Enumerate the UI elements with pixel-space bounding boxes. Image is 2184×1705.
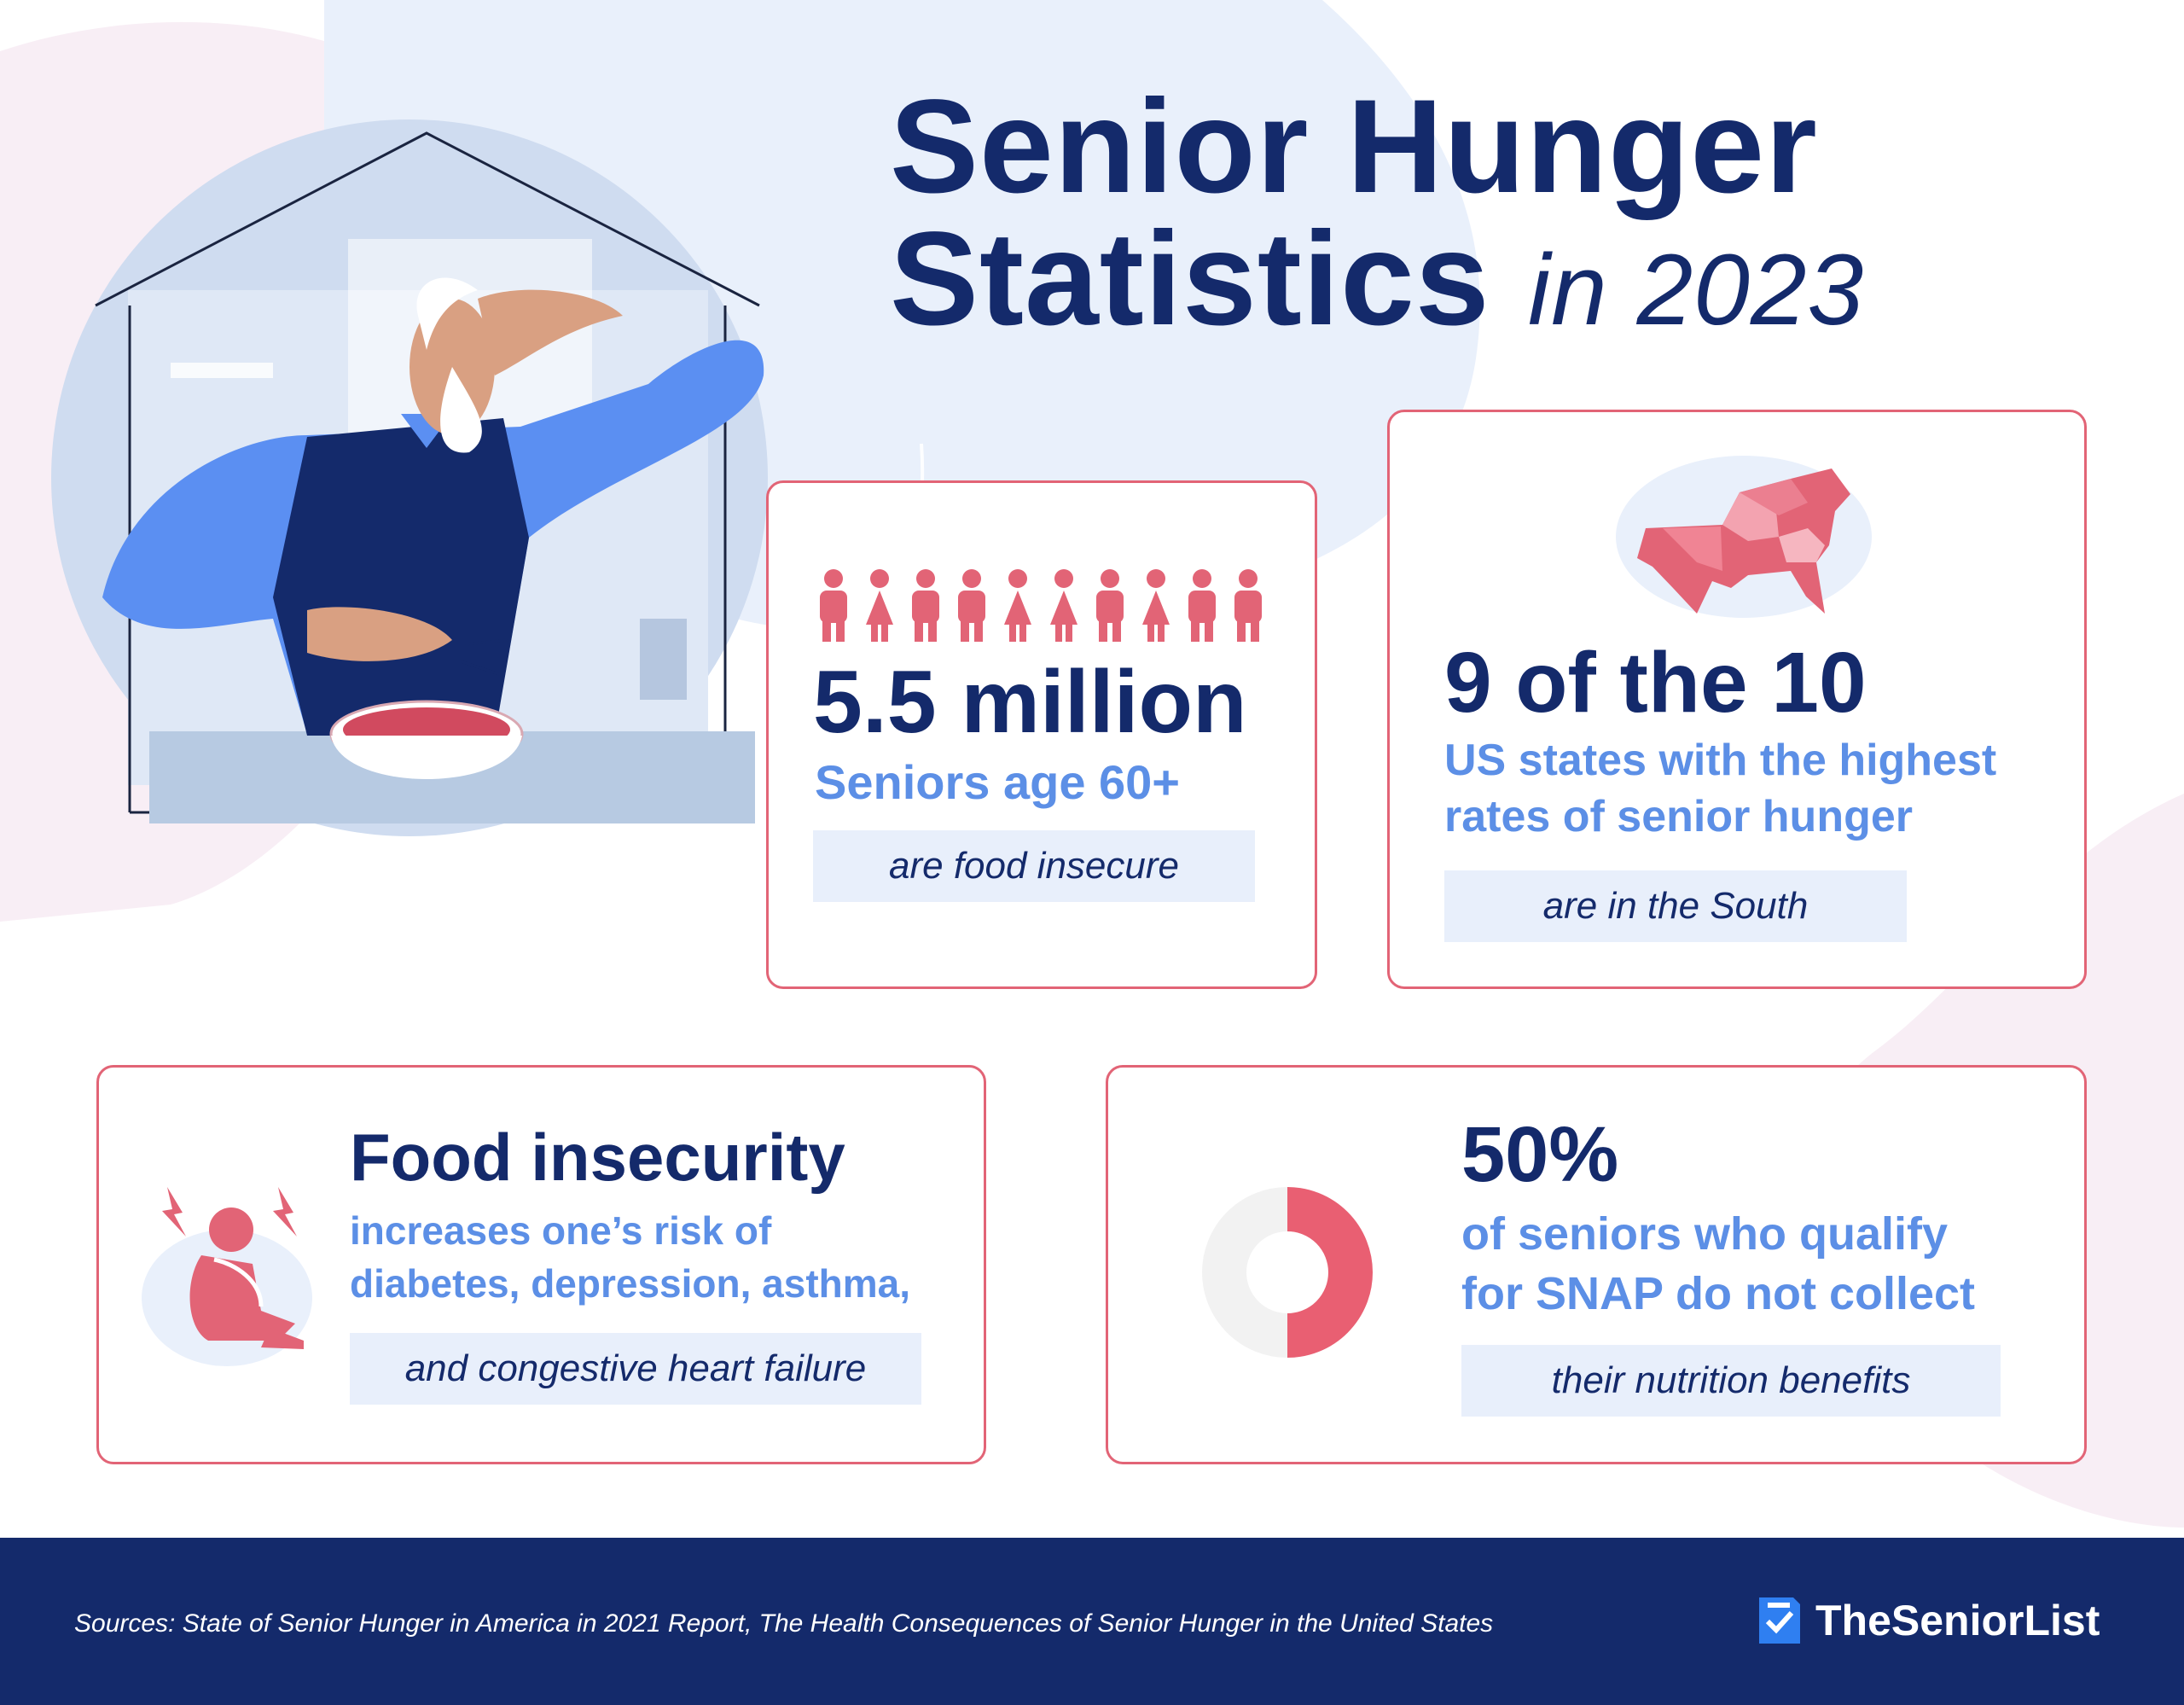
title-line-2: Statistics	[890, 205, 1490, 353]
brand-logo-icon	[1759, 1597, 1800, 1644]
title-line-1: Senior Hunger	[890, 73, 1818, 221]
distressed-person-icon	[142, 1187, 312, 1366]
half-donut-icon	[1202, 1187, 1373, 1358]
stat-subline-2: rates of senior hunger	[1444, 792, 1913, 841]
stat-card-food-insecure: 5.5 million Seniors age 60+ are food ins…	[766, 480, 1317, 989]
people-icon	[820, 569, 1262, 642]
title-year: in 2023	[1527, 234, 1865, 346]
senior-man-illustration	[51, 119, 768, 836]
stat-subline-1: US states with the highest	[1444, 736, 1997, 785]
stat-pill: and congestive heart failure	[350, 1333, 921, 1405]
stat-card-south-states: 9 of the 10 US states with the highest r…	[1387, 410, 2087, 989]
stat-headline: 5.5 million	[813, 653, 1247, 752]
stat-pill: are food insecure	[813, 830, 1255, 902]
stat-pill: are in the South	[1444, 870, 1907, 942]
stat-subline: Seniors age 60+	[815, 755, 1181, 809]
page-title: Senior Hunger Statistics in 2023	[890, 73, 1865, 357]
stat-subline-1: of seniors who qualify	[1461, 1208, 1949, 1260]
brand-name[interactable]: TheSeniorList	[1815, 1597, 2100, 1644]
stat-headline: 50%	[1461, 1111, 1619, 1198]
stat-card-health-risk: Food insecurity increases one’s risk of …	[96, 1065, 986, 1464]
footer	[0, 1538, 2184, 1705]
stat-headline: Food insecurity	[350, 1120, 845, 1195]
stat-subline-2: diabetes, depression, asthma,	[350, 1261, 911, 1306]
stat-subline-2: for SNAP do not collect	[1461, 1268, 1976, 1319]
stat-card-snap: 50% of seniors who qualify for SNAP do n…	[1106, 1065, 2087, 1464]
sources-text: Sources: State of Senior Hunger in Ameri…	[74, 1609, 1494, 1638]
stat-subline-1: increases one’s risk of	[350, 1208, 772, 1253]
us-south-map-icon	[1616, 456, 1872, 618]
stat-pill: their nutrition benefits	[1461, 1345, 2001, 1417]
stat-headline: 9 of the 10	[1444, 635, 1867, 730]
